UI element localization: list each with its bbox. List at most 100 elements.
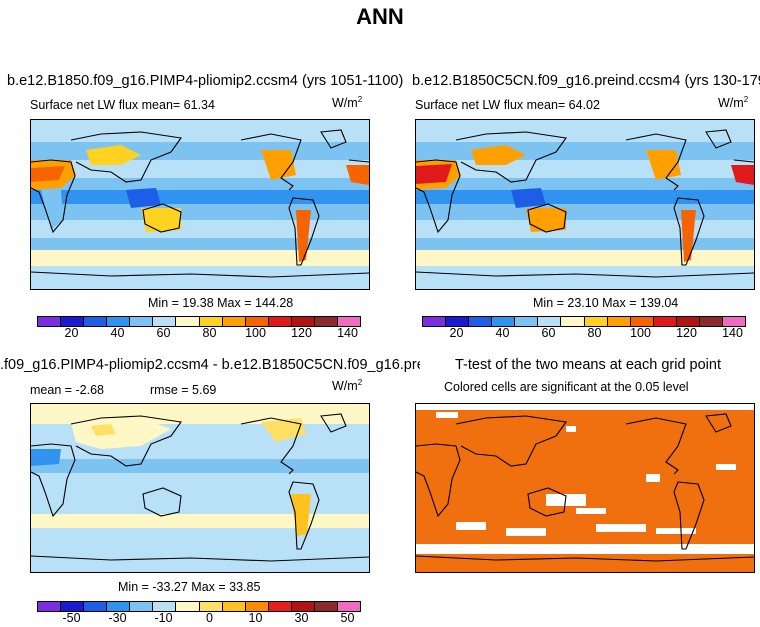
colorbar-tick-label: 0 [206,611,213,625]
panel3-title: .f09_g16.PIMP4-pliomip2.ccsm4 - b.e12.B1… [0,357,420,373]
colorbar-box [492,317,516,326]
colorbar-box [630,317,654,326]
figure-title: ANN [356,4,404,29]
asia-diff-core [91,424,116,436]
panel4-title: T-test of the two means at each grid poi… [455,357,721,373]
colorbar-box [153,602,177,611]
panel3-units: W/m2 [332,378,363,394]
colorbar-box [222,317,246,326]
panel1-colorbar-ticks: 20 40 60 80 100 120 140 [37,326,359,342]
colorbar-box [446,317,470,326]
colorbar-tick-label: -10 [154,611,173,625]
asia-arid [86,145,141,165]
panel4-subtitle: Colored cells are significant at the 0.0… [444,380,689,394]
subtropical-band-n [31,160,369,178]
colorbar-tick-label: 40 [110,326,125,340]
panel3-colorbar-ticks: -50 -30 -10 0 10 30 50 [37,611,359,627]
colorbar-tick-label: 80 [202,326,217,340]
colorbar-box [84,317,108,326]
colorbar-box [338,602,361,611]
itcz-band [416,190,754,204]
coastlines [31,129,369,278]
colorbar-tick-label: 100 [630,326,651,340]
s-america-andes [681,210,696,262]
colorbar-tick-label: 120 [676,326,697,340]
colorbar-box [61,317,85,326]
maritime-continent [511,188,546,208]
colorbar-box [584,317,608,326]
panel4-map [415,403,755,573]
colorbar-tick-label: 120 [291,326,312,340]
colorbar-box [314,602,339,611]
colorbar-box [607,317,631,326]
colorbar-box [245,602,269,611]
colorbar-box [699,317,724,326]
australia [141,208,181,232]
panel1-map [30,119,370,290]
colorbar-box [176,602,200,611]
colorbar-box [38,602,62,611]
panel1-subtitle: Surface net LW flux mean= 61.34 [30,98,215,112]
subtropical-band-s [416,220,754,238]
colorbar-tick-label: 10 [248,611,263,625]
itcz-band [31,190,369,204]
colorbar-tick-label: 20 [64,326,79,340]
panel1-units: W/m2 [332,95,363,111]
panel1-colorbar [37,316,361,327]
colorbar-box [268,317,292,326]
subtropical-band-s [31,220,369,238]
sahara-wrap [346,165,369,185]
colorbar-box [423,317,447,326]
panel3-minmax: Min = -33.27 Max = 33.85 [118,580,261,594]
coastlines [416,413,754,562]
colorbar-tick-label: 40 [495,326,510,340]
asia-arid [471,145,526,165]
colorbar-box [107,317,131,326]
panel3-map [30,403,370,573]
s-america-andes [296,210,311,262]
panel3-mean: mean = -2.68 [30,383,105,397]
panel3-rmse: rmse = 5.69 [150,383,217,397]
panel2-colorbar [422,316,746,327]
n-america-diff [261,418,306,442]
colorbar-tick-label: 60 [541,326,556,340]
colorbar-tick-label: -30 [108,611,127,625]
maritime-continent [126,188,161,208]
antarctic-band [416,266,754,289]
colorbar-box [38,317,62,326]
colorbar-box [222,602,246,611]
colorbar-tick-label: 30 [294,611,309,625]
southern-ocean-band [416,250,754,266]
panel2-minmax: Min = 23.10 Max = 139.04 [533,296,679,310]
colorbar-tick-label: 100 [245,326,266,340]
colorbar-box [676,317,700,326]
southern-ocean-band [31,250,369,266]
colorbar-tick-label: 60 [156,326,171,340]
coastlines [31,413,369,562]
panel3-colorbar [37,601,361,612]
colorbar-tick-label: 140 [337,326,358,340]
antarctic-band [31,266,369,289]
colorbar-box [561,317,585,326]
panel2-map [415,119,755,290]
colorbar-tick-label: -50 [62,611,81,625]
colorbar-box [469,317,493,326]
colorbar-tick-label: 20 [449,326,464,340]
colorbar-tick-label: 50 [340,611,355,625]
colorbar-box [268,602,292,611]
colorbar-box [314,317,339,326]
arctic-band [416,120,754,142]
colorbar-box [61,602,85,611]
colorbar-box [653,317,677,326]
n-america-west [261,150,296,180]
colorbar-box [199,317,223,326]
colorbar-box [245,317,269,326]
panel2-units: W/m2 [718,95,749,111]
panel1-minmax: Min = 19.38 Max = 144.28 [148,296,294,310]
africa-diff [31,449,61,466]
southern-diff [31,514,369,528]
panel1-map-svg [31,120,369,289]
sahara-core [416,164,452,184]
panel3-map-svg [31,404,369,572]
panel2-subtitle: Surface net LW flux mean= 64.02 [415,98,600,112]
